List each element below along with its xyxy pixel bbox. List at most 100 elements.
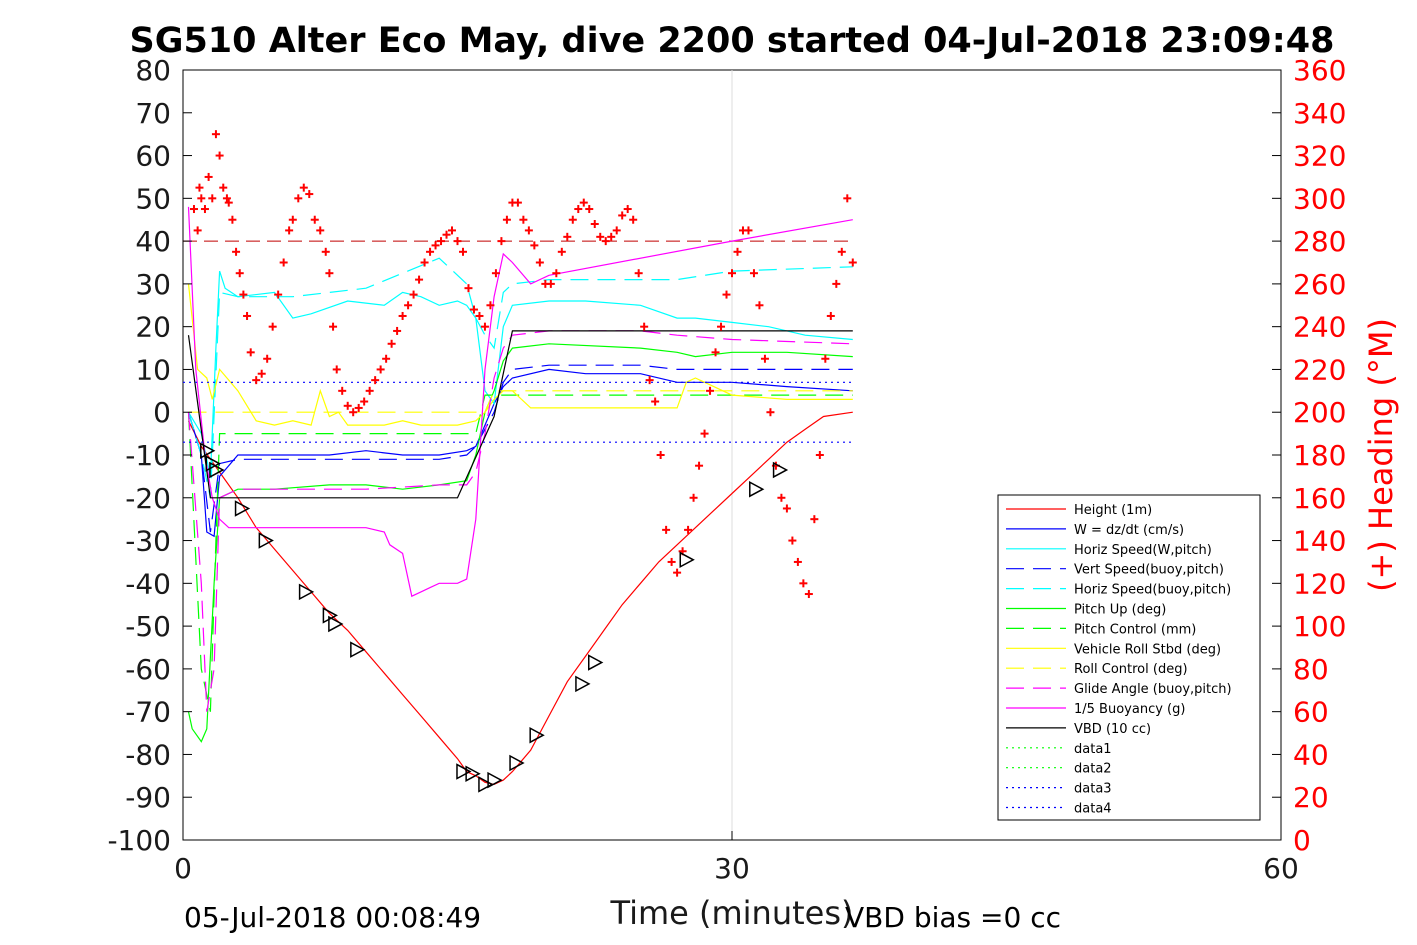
heading-point: [338, 386, 347, 395]
legend-entry-label: data4: [1074, 802, 1112, 817]
right-tick-label: 220: [1293, 353, 1346, 386]
heading-point: [557, 247, 566, 256]
heading-point: [211, 130, 220, 139]
heading-point: [651, 397, 660, 406]
left-tick-label: -70: [125, 696, 171, 729]
x-tick-label: 60: [1263, 852, 1299, 885]
heading-point: [382, 354, 391, 363]
heading-point: [387, 339, 396, 348]
series-line-2: [187, 270, 853, 477]
legend-entry-label: data2: [1074, 762, 1112, 777]
heading-point: [426, 247, 435, 256]
heading-point: [596, 232, 605, 241]
heading-point: [299, 183, 308, 192]
heading-point: [629, 215, 638, 224]
right-tick-label: 140: [1293, 525, 1346, 558]
right-tick-label: 120: [1293, 567, 1346, 600]
legend-entry-label: data1: [1074, 742, 1112, 757]
heading-point: [837, 247, 846, 256]
heading-point: [464, 284, 473, 293]
right-tick-label: 60: [1293, 696, 1329, 729]
heading-point: [365, 386, 374, 395]
heading-point: [200, 205, 209, 214]
heading-point: [491, 269, 500, 278]
heading-point: [667, 557, 676, 566]
heading-point: [239, 290, 248, 299]
heading-point: [607, 232, 616, 241]
heading-point: [568, 215, 577, 224]
position-marker: [298, 583, 315, 601]
position-marker: [772, 461, 789, 479]
series-line-3: [187, 364, 853, 533]
heading-point: [448, 226, 457, 235]
heading-point: [530, 241, 539, 250]
heading-point: [393, 326, 402, 335]
position-marker: [258, 532, 274, 549]
heading-point: [224, 198, 233, 207]
heading-point: [371, 376, 380, 385]
heading-point: [274, 290, 283, 299]
position-marker: [234, 500, 251, 517]
legend-entry-label: W = dz/dt (cm/s): [1074, 523, 1184, 538]
legend-entry-label: Pitch Control (mm): [1074, 622, 1196, 637]
heading-point: [618, 211, 627, 220]
position-marker: [205, 455, 221, 472]
left-tick-label: 60: [135, 140, 171, 173]
legend-entry-label: data3: [1074, 782, 1112, 797]
heading-point: [321, 247, 330, 256]
position-marker: [456, 763, 472, 780]
series-line-8: [188, 390, 853, 413]
heading-point: [546, 279, 555, 288]
heading-point: [279, 258, 288, 267]
heading-point: [766, 408, 775, 417]
heading-point: [268, 322, 277, 331]
heading-point: [574, 205, 583, 214]
legend-entry-label: Roll Control (deg): [1074, 662, 1188, 677]
heading-point: [310, 215, 319, 224]
right-tick-label: 280: [1293, 225, 1346, 258]
heading-point: [744, 226, 753, 235]
heading-point: [788, 536, 797, 545]
right-tick-label: 300: [1293, 182, 1346, 215]
heading-point: [193, 226, 202, 235]
heading-point: [612, 226, 621, 235]
heading-point: [349, 408, 358, 417]
series-layer: [183, 206, 853, 786]
left-tick-label: -10: [125, 439, 171, 472]
right-tick-label: 160: [1293, 482, 1346, 515]
heading-point: [420, 258, 429, 267]
right-tick-label: 80: [1293, 653, 1329, 686]
heading-point: [376, 365, 385, 374]
heading-point: [623, 205, 632, 214]
heading-point: [458, 247, 467, 256]
position-marker: [487, 771, 503, 789]
legend-entry-label: Glide Angle (buoy,pitch): [1074, 682, 1232, 697]
heading-point: [804, 590, 813, 599]
legend-entry-label: 1/5 Buoyancy (g): [1074, 702, 1185, 717]
heading-point: [332, 365, 341, 374]
legend: Height (1m) W = dz/dt (cm/s) Horiz Speed(W…: [997, 494, 1261, 821]
position-marker: [328, 615, 344, 633]
position-marker: [509, 754, 525, 772]
heading-point: [826, 311, 835, 320]
heading-point: [832, 279, 841, 288]
legend-entry-label: Horiz Speed(W,pitch): [1074, 543, 1212, 558]
heading-point: [519, 215, 528, 224]
series-line-10: [187, 206, 853, 598]
heading-point: [431, 241, 440, 250]
heading-point: [590, 220, 599, 228]
position-marker: [529, 726, 545, 744]
left-tick-label: 30: [135, 268, 171, 301]
heading-point: [640, 322, 649, 331]
position-marker: [465, 765, 481, 782]
right-tick-label: 240: [1293, 311, 1346, 344]
footer-vbd-bias: VBD bias =0 cc: [845, 901, 1061, 934]
heading-point: [222, 194, 231, 203]
right-tick-label: 360: [1293, 54, 1346, 87]
heading-point: [475, 311, 484, 320]
heading-point: [208, 194, 217, 203]
left-tick-label: 0: [153, 396, 171, 429]
heading-point: [689, 493, 698, 502]
right-tick-label: 340: [1293, 97, 1346, 130]
